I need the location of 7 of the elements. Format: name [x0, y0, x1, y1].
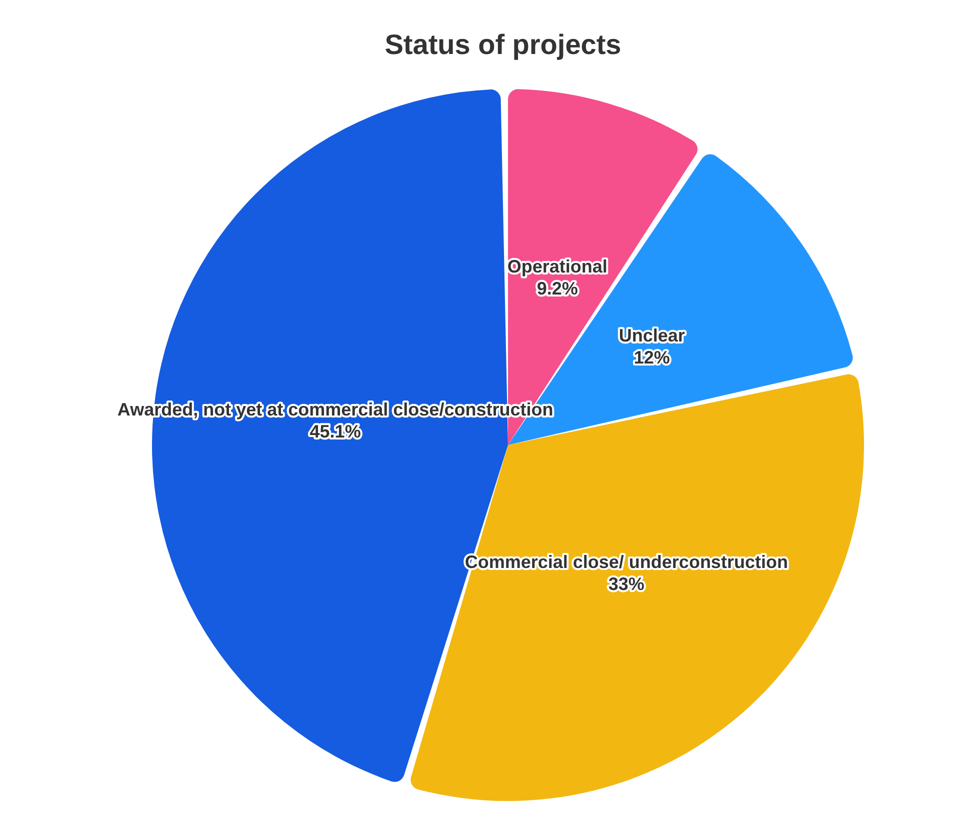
data-label: 12%: [634, 347, 670, 368]
data-label: 33%: [608, 574, 644, 594]
chart-title: Status of projects: [384, 28, 622, 62]
slice-label: Operational: [507, 256, 608, 277]
data-label: 45.1%: [310, 421, 361, 442]
data-label: 9.2%: [536, 278, 578, 299]
slice-label: Unclear: [618, 325, 685, 346]
